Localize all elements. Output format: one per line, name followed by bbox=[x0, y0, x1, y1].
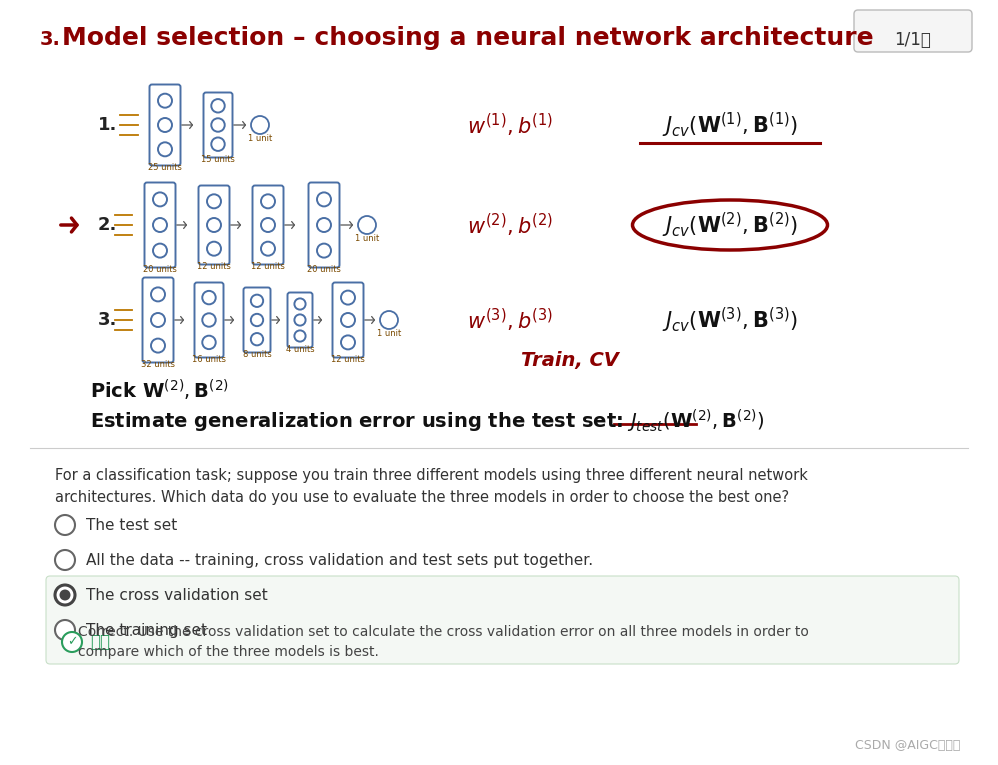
Text: Correct. Use the cross validation set to calculate the cross validation error on: Correct. Use the cross validation set to… bbox=[78, 625, 808, 639]
Circle shape bbox=[261, 194, 275, 208]
Circle shape bbox=[341, 313, 355, 327]
Text: 25 units: 25 units bbox=[148, 163, 182, 172]
Circle shape bbox=[55, 585, 75, 605]
Text: The training set: The training set bbox=[86, 623, 207, 637]
Text: $J_{cv}(\mathbf{W}^{(2)},\mathbf{B}^{(2)})$: $J_{cv}(\mathbf{W}^{(2)},\mathbf{B}^{(2)… bbox=[662, 210, 798, 239]
Text: 4 units: 4 units bbox=[285, 345, 314, 354]
Circle shape bbox=[341, 291, 355, 304]
Text: ✓: ✓ bbox=[67, 636, 77, 649]
Circle shape bbox=[158, 93, 172, 108]
Text: Train, CV: Train, CV bbox=[521, 350, 619, 369]
Circle shape bbox=[212, 99, 225, 112]
Text: 1.: 1. bbox=[98, 116, 118, 134]
Text: 3.: 3. bbox=[40, 30, 61, 49]
Text: 12 units: 12 units bbox=[197, 262, 231, 271]
Text: 1/1分: 1/1分 bbox=[894, 31, 931, 49]
Text: $J_{cv}(\mathbf{W}^{(3)},\mathbf{B}^{(3)})$: $J_{cv}(\mathbf{W}^{(3)},\mathbf{B}^{(3)… bbox=[662, 305, 798, 334]
Text: All the data -- training, cross validation and test sets put together.: All the data -- training, cross validati… bbox=[86, 552, 593, 568]
FancyBboxPatch shape bbox=[195, 282, 224, 357]
Text: 32 units: 32 units bbox=[141, 360, 175, 369]
FancyBboxPatch shape bbox=[150, 84, 181, 165]
FancyBboxPatch shape bbox=[204, 93, 233, 158]
Text: 正确: 正确 bbox=[90, 633, 110, 651]
Text: 2.: 2. bbox=[98, 216, 118, 234]
Circle shape bbox=[250, 295, 263, 307]
Circle shape bbox=[203, 336, 216, 349]
Text: Model selection – choosing a neural network architecture: Model selection – choosing a neural netw… bbox=[62, 26, 873, 50]
FancyBboxPatch shape bbox=[854, 10, 972, 52]
FancyBboxPatch shape bbox=[244, 288, 270, 353]
Text: 1 unit: 1 unit bbox=[248, 134, 272, 143]
Text: 20 units: 20 units bbox=[307, 265, 341, 274]
Circle shape bbox=[55, 515, 75, 535]
FancyBboxPatch shape bbox=[143, 278, 174, 363]
Text: 20 units: 20 units bbox=[143, 265, 177, 274]
FancyBboxPatch shape bbox=[308, 183, 339, 268]
Circle shape bbox=[317, 243, 331, 258]
Circle shape bbox=[207, 242, 221, 256]
Circle shape bbox=[55, 550, 75, 570]
Text: $J_{cv}(\mathbf{W}^{(1)},\mathbf{B}^{(1)})$: $J_{cv}(\mathbf{W}^{(1)},\mathbf{B}^{(1)… bbox=[662, 110, 798, 139]
Circle shape bbox=[207, 194, 221, 208]
Circle shape bbox=[207, 218, 221, 232]
FancyBboxPatch shape bbox=[145, 183, 176, 268]
Text: The test set: The test set bbox=[86, 517, 178, 532]
Text: $w^{(1)},b^{(1)}$: $w^{(1)},b^{(1)}$ bbox=[467, 112, 553, 138]
Circle shape bbox=[62, 632, 82, 652]
Circle shape bbox=[212, 138, 225, 151]
Circle shape bbox=[60, 590, 71, 601]
FancyBboxPatch shape bbox=[199, 185, 230, 265]
Circle shape bbox=[317, 193, 331, 207]
Circle shape bbox=[380, 311, 398, 329]
Circle shape bbox=[261, 242, 275, 256]
Circle shape bbox=[317, 218, 331, 232]
Text: 15 units: 15 units bbox=[201, 155, 235, 164]
Text: 1 unit: 1 unit bbox=[355, 234, 379, 243]
Circle shape bbox=[151, 339, 165, 353]
Circle shape bbox=[203, 291, 216, 304]
Text: $w^{(3)},b^{(3)}$: $w^{(3)},b^{(3)}$ bbox=[467, 307, 553, 334]
Circle shape bbox=[153, 218, 167, 232]
Text: $w^{(2)},b^{(2)}$: $w^{(2)},b^{(2)}$ bbox=[467, 211, 553, 239]
Circle shape bbox=[261, 218, 275, 232]
Text: For a classification task; suppose you train three different models using three : For a classification task; suppose you t… bbox=[55, 468, 807, 483]
Circle shape bbox=[55, 585, 75, 605]
FancyBboxPatch shape bbox=[252, 185, 283, 265]
Circle shape bbox=[55, 620, 75, 640]
Text: 16 units: 16 units bbox=[192, 355, 226, 364]
FancyBboxPatch shape bbox=[287, 292, 312, 347]
Circle shape bbox=[358, 216, 376, 234]
Text: 3.: 3. bbox=[98, 311, 118, 329]
Circle shape bbox=[158, 118, 172, 132]
Circle shape bbox=[212, 119, 225, 132]
Circle shape bbox=[153, 193, 167, 207]
Circle shape bbox=[250, 314, 263, 326]
Circle shape bbox=[341, 335, 355, 350]
FancyBboxPatch shape bbox=[332, 282, 363, 357]
Circle shape bbox=[203, 314, 216, 327]
Text: The cross validation set: The cross validation set bbox=[86, 588, 267, 603]
Circle shape bbox=[158, 142, 172, 156]
Text: architectures. Which data do you use to evaluate the three models in order to ch: architectures. Which data do you use to … bbox=[55, 490, 789, 505]
Circle shape bbox=[250, 333, 263, 345]
Text: compare which of the three models is best.: compare which of the three models is bes… bbox=[78, 645, 379, 659]
Text: 12 units: 12 units bbox=[331, 355, 365, 364]
Circle shape bbox=[294, 330, 305, 342]
Circle shape bbox=[151, 288, 165, 301]
Circle shape bbox=[294, 314, 305, 326]
Circle shape bbox=[251, 116, 269, 134]
Text: 12 units: 12 units bbox=[251, 262, 285, 271]
Text: Estimate generalization error using the test set: $J_{test}(\mathbf{W}^{(2)},\ma: Estimate generalization error using the … bbox=[90, 408, 764, 435]
Text: 1 unit: 1 unit bbox=[377, 329, 401, 338]
Text: Pick $\mathbf{W}^{(2)},\mathbf{B}^{(2)}$: Pick $\mathbf{W}^{(2)},\mathbf{B}^{(2)}$ bbox=[90, 378, 230, 403]
FancyBboxPatch shape bbox=[46, 576, 959, 664]
Circle shape bbox=[294, 298, 305, 310]
Text: 8 units: 8 units bbox=[243, 350, 271, 359]
Circle shape bbox=[153, 243, 167, 258]
Text: CSDN @AIGC学习社: CSDN @AIGC学习社 bbox=[854, 739, 960, 752]
Circle shape bbox=[151, 313, 165, 327]
